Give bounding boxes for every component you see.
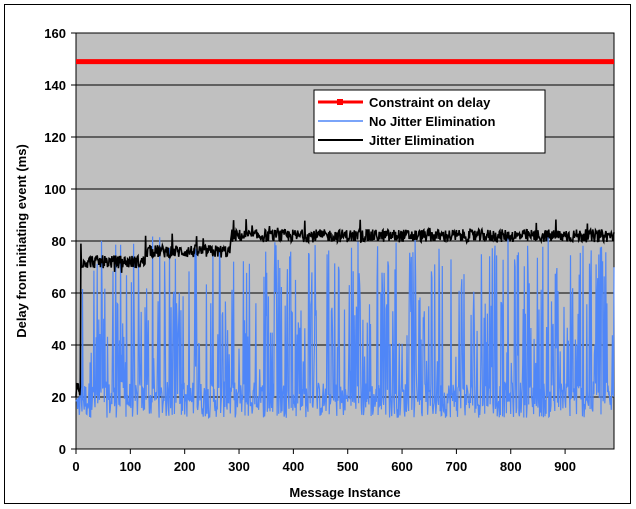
y-axis-label: Delay from initiating event (ms) [14, 144, 29, 338]
y-tick-label-140: 140 [44, 78, 66, 93]
x-tick-label-800: 800 [500, 459, 522, 474]
y-tick-label-100: 100 [44, 182, 66, 197]
x-tick-label-300: 300 [228, 459, 250, 474]
y-tick-label-0: 0 [59, 442, 66, 457]
y-tick-label-120: 120 [44, 130, 66, 145]
y-tick-label-20: 20 [52, 390, 66, 405]
series-no-jitter-elimination [75, 236, 615, 420]
x-tick-label-0: 0 [72, 459, 79, 474]
x-tick-label-500: 500 [337, 459, 359, 474]
line-no-jitter-elimination [75, 236, 615, 420]
legend-marker-constraint [337, 99, 343, 105]
legend-item-constraint: Constraint on delay [318, 95, 491, 110]
legend-label-no-jitter: No Jitter Elimination [369, 114, 495, 129]
line-jitter-elimination [75, 219, 615, 397]
y-tick-label-80: 80 [52, 234, 66, 249]
y-tick-label-60: 60 [52, 286, 66, 301]
y-tick-label-40: 40 [52, 338, 66, 353]
x-tick-label-600: 600 [391, 459, 413, 474]
legend-label-constraint: Constraint on delay [369, 95, 491, 110]
legend: Constraint on delay No Jitter Eliminatio… [313, 89, 546, 154]
legend-item-jitter: Jitter Elimination [318, 133, 475, 148]
x-axis-ticks: 0 100 200 300 400 500 600 700 800 900 [72, 449, 576, 474]
y-tick-label-160: 160 [44, 26, 66, 41]
x-tick-label-100: 100 [119, 459, 141, 474]
x-tick-label-200: 200 [174, 459, 196, 474]
y-axis-ticks: 0 20 40 60 80 100 120 140 160 [44, 26, 76, 457]
x-tick-label-700: 700 [446, 459, 468, 474]
x-axis-label: Message Instance [289, 485, 400, 500]
series-jitter-elimination [75, 219, 615, 397]
x-tick-label-900: 900 [554, 459, 576, 474]
x-tick-label-400: 400 [283, 459, 305, 474]
legend-item-no-jitter: No Jitter Elimination [318, 114, 495, 129]
legend-label-jitter: Jitter Elimination [369, 133, 475, 148]
